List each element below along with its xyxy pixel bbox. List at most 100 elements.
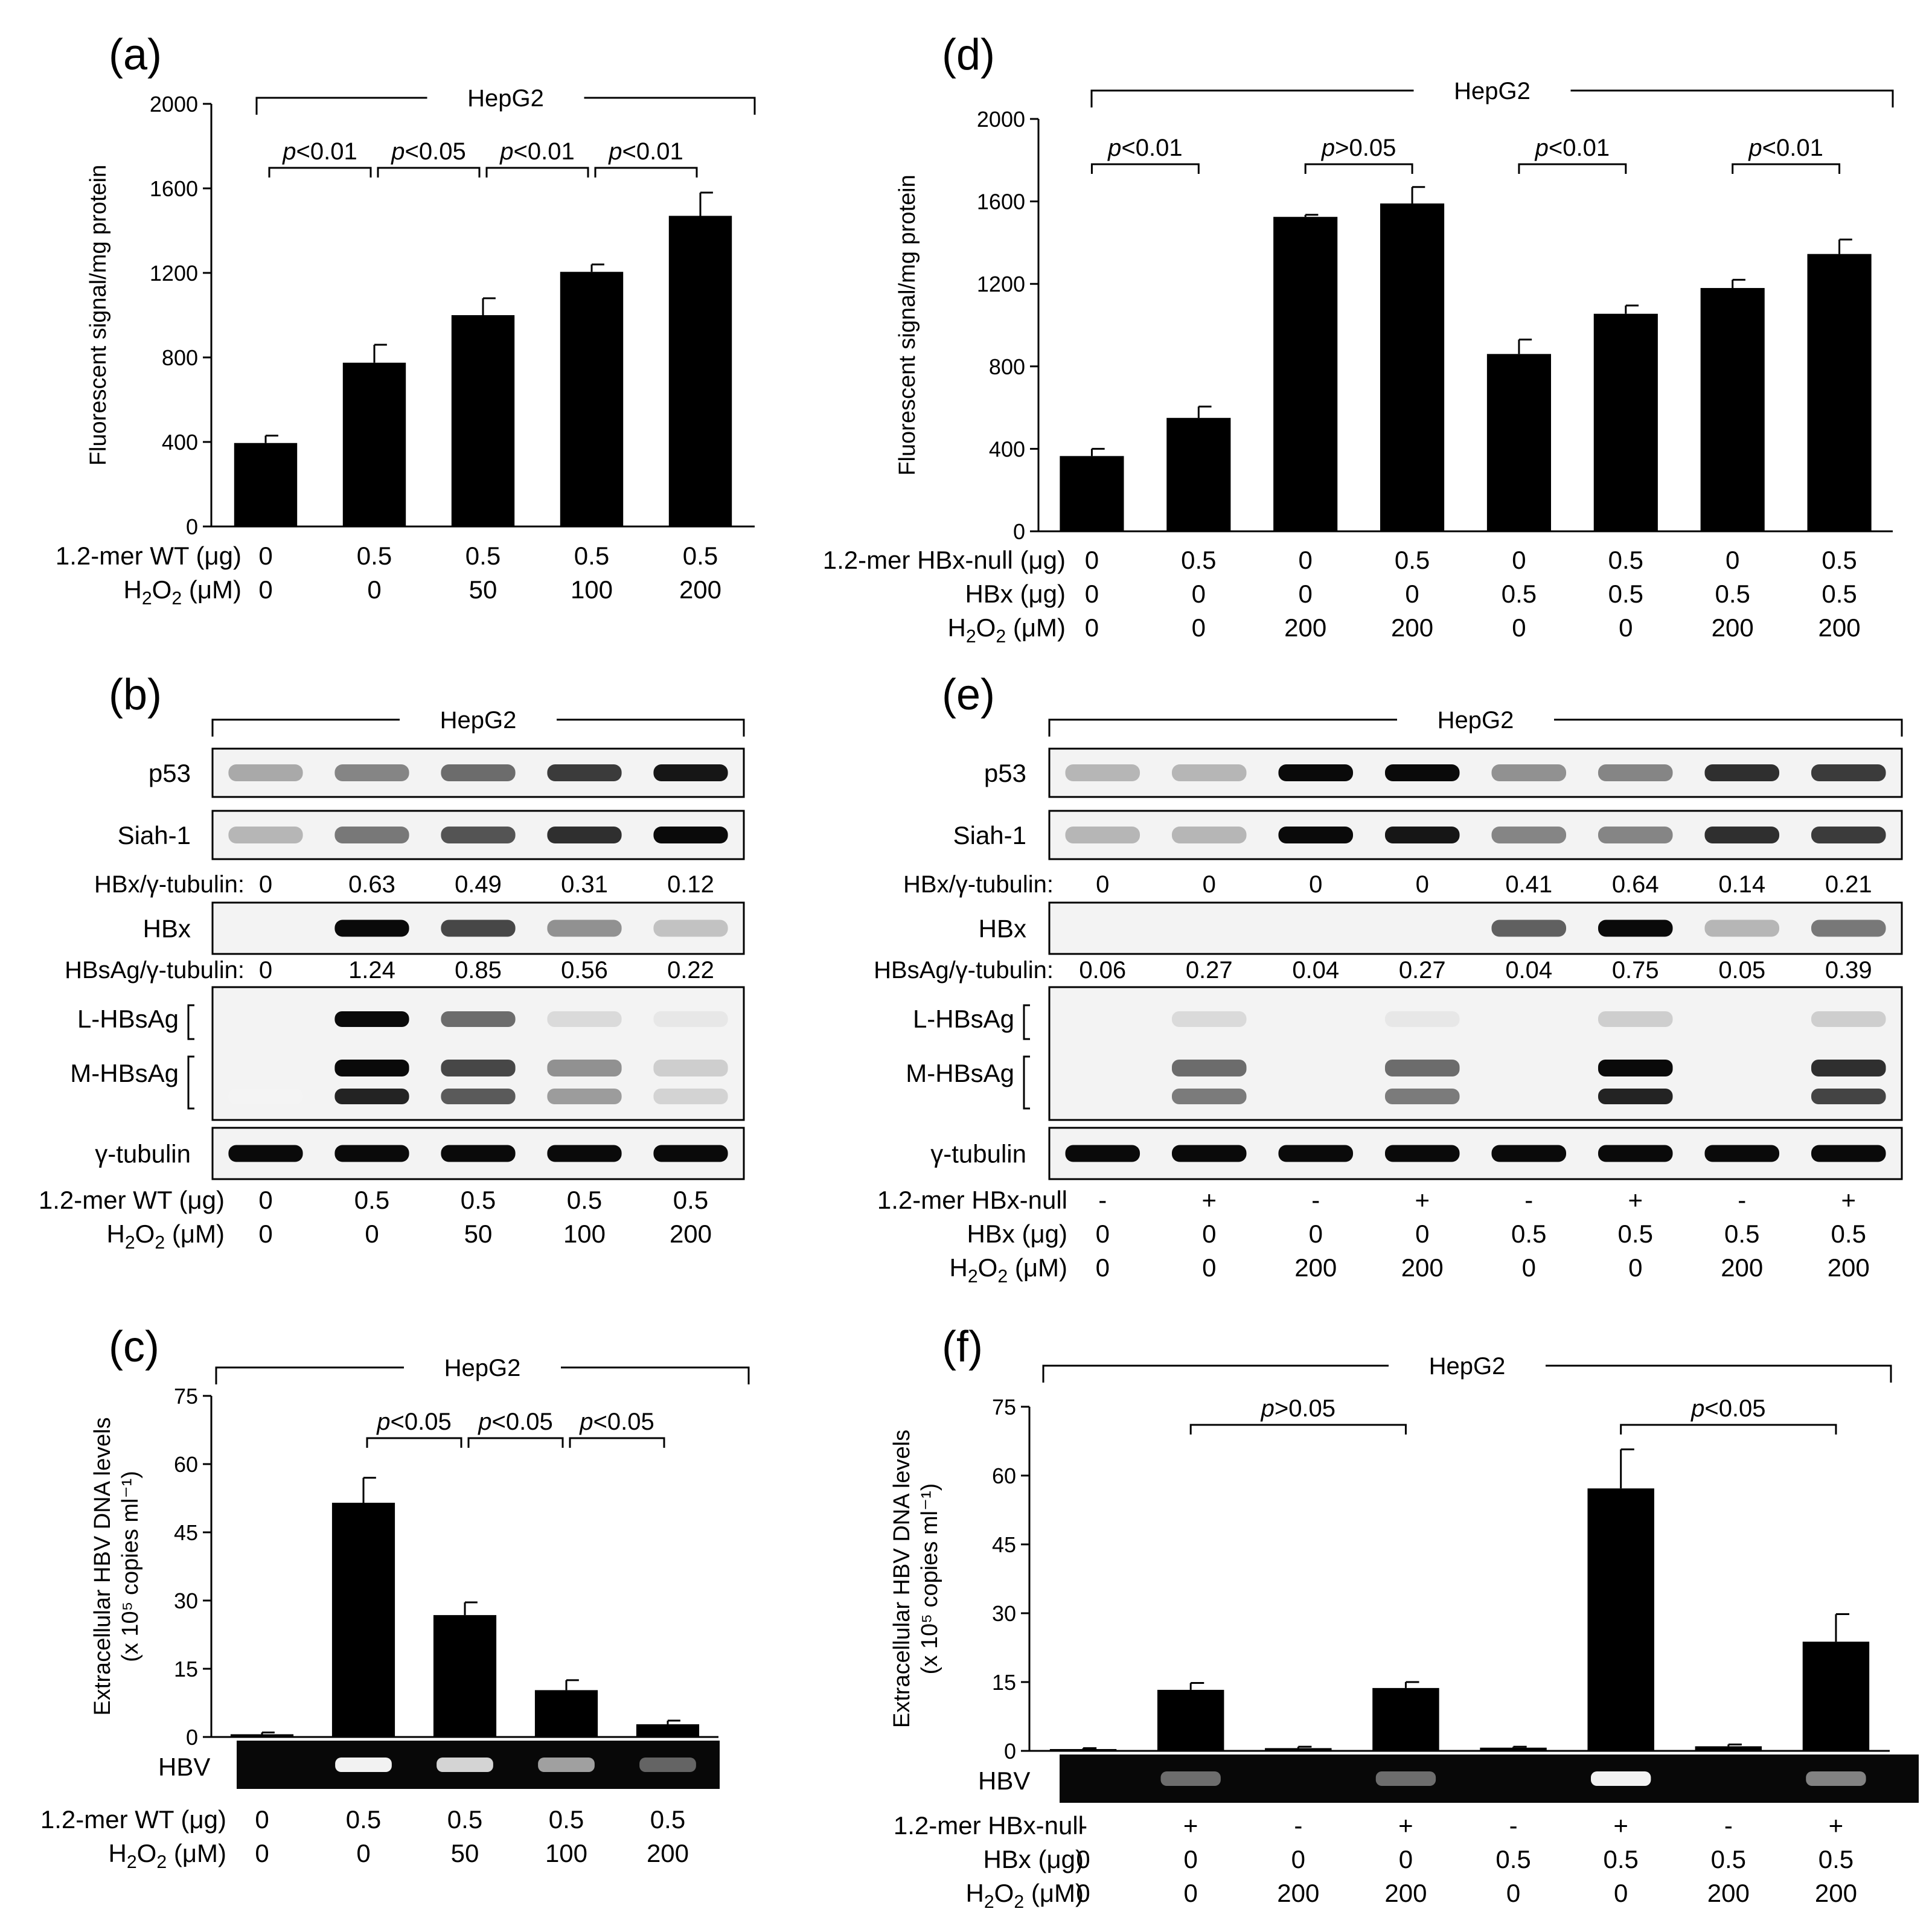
condition-value-0-6: 0 bbox=[1726, 546, 1739, 574]
hepg2-bracket-right bbox=[561, 1366, 750, 1384]
hepg2-bracket-left bbox=[215, 1366, 404, 1384]
condition-value-2-4: 0 bbox=[1506, 1879, 1520, 1907]
hbsag-ratio-label: HBsAg/γ-tubulin: bbox=[65, 957, 245, 984]
condition-value-0-0: 0 bbox=[258, 542, 272, 570]
condition-value-2-4: 0 bbox=[1512, 613, 1526, 642]
hbv-gel-label: HBV bbox=[158, 1753, 210, 1781]
condition-value-0-6: - bbox=[1724, 1811, 1733, 1840]
condition-value-2-7: 200 bbox=[1815, 1879, 1857, 1907]
hbx-label: HBx bbox=[143, 915, 191, 943]
p53-band-1 bbox=[334, 764, 409, 781]
condition-label-1: HBx (μg) bbox=[965, 580, 1066, 608]
bar-0 bbox=[1049, 1748, 1117, 1751]
condition-value-1-7: 0.5 bbox=[1822, 580, 1857, 608]
condition-value-0-0: 0 bbox=[258, 1186, 272, 1214]
hepg2-bracket-label: HepG2 bbox=[1454, 78, 1531, 104]
condition-value-0-4: 0.5 bbox=[673, 1186, 708, 1214]
significance-label-3: p<0.01 bbox=[608, 138, 683, 165]
condition-value-0-7: + bbox=[1829, 1811, 1844, 1840]
l-hbsag-band-3 bbox=[1384, 1011, 1460, 1027]
bar-5 bbox=[1587, 1488, 1654, 1751]
condition-value-0-0: - bbox=[1098, 1186, 1107, 1214]
condition-value-0-6: - bbox=[1738, 1186, 1746, 1214]
condition-value-1-0: 0 bbox=[255, 1839, 269, 1867]
bar-0 bbox=[1060, 456, 1124, 531]
condition-value-1-2: 0 bbox=[1299, 580, 1313, 608]
panel-label-d: (d) bbox=[942, 31, 995, 79]
l-hbsag-band-1 bbox=[334, 1011, 409, 1027]
condition-value-1-6: 0.5 bbox=[1724, 1220, 1759, 1248]
condition-value-2-6: 200 bbox=[1707, 1879, 1750, 1907]
hepg2-bracket-left bbox=[1090, 89, 1414, 107]
hbx-ratio-3: 0 bbox=[1416, 871, 1429, 898]
bar-4 bbox=[1480, 1747, 1547, 1751]
p53-band-2 bbox=[441, 764, 516, 781]
condition-value-1-5: 0.5 bbox=[1603, 1845, 1638, 1873]
y-tick-label-1: 15 bbox=[992, 1670, 1016, 1695]
p53-band-7 bbox=[1811, 764, 1886, 781]
bar-6 bbox=[1700, 288, 1765, 531]
l-hbsag-band-5 bbox=[1598, 1011, 1673, 1027]
condition-value-0-2: - bbox=[1294, 1811, 1302, 1840]
condition-value-0-4: 0 bbox=[1512, 546, 1526, 574]
condition-value-1-0: 0 bbox=[1076, 1845, 1090, 1873]
bar-2 bbox=[1265, 1748, 1332, 1751]
gamma-tubulin-band-3 bbox=[1384, 1145, 1460, 1162]
bar-7 bbox=[1807, 254, 1872, 531]
p53-band-3 bbox=[1384, 764, 1460, 781]
m-hbsag-lower-band-4 bbox=[653, 1089, 728, 1104]
y-tick-label-2: 800 bbox=[989, 354, 1025, 379]
hbsag-ratio-1: 1.24 bbox=[348, 957, 395, 984]
y-tick-label-3: 45 bbox=[174, 1520, 198, 1545]
y-tick-label-1: 400 bbox=[989, 437, 1025, 461]
condition-label-0: 1.2-mer WT (μg) bbox=[39, 1186, 225, 1214]
hepg2-bracket-label: HepG2 bbox=[1429, 1353, 1506, 1380]
significance-label-1: p<0.05 bbox=[391, 138, 465, 165]
significance-bracket-2 bbox=[569, 1437, 665, 1448]
condition-value-0-1: 0.5 bbox=[354, 1186, 389, 1214]
hepg2-bracket-right bbox=[557, 718, 745, 737]
condition-value-0-2: 0.5 bbox=[465, 542, 501, 570]
significance-bracket-3 bbox=[594, 167, 698, 178]
siah1-band-0 bbox=[1065, 827, 1140, 843]
bar-2 bbox=[433, 1615, 497, 1737]
condition-value-1-1: 0 bbox=[1184, 1845, 1198, 1873]
condition-value-1-4: 0.5 bbox=[1495, 1845, 1531, 1873]
condition-value-0-1: + bbox=[1183, 1811, 1198, 1840]
bar-4 bbox=[636, 1724, 700, 1737]
condition-value-1-0: 0 bbox=[1096, 1220, 1110, 1248]
hepg2-bracket-left bbox=[1048, 718, 1397, 737]
y-tick-label-4: 1600 bbox=[150, 176, 198, 201]
condition-label-1: H2O2 (μM) bbox=[109, 1839, 227, 1872]
condition-value-0-0: 0 bbox=[1085, 546, 1099, 574]
condition-value-1-4: 200 bbox=[670, 1220, 712, 1248]
significance-bracket-0 bbox=[268, 167, 372, 178]
condition-value-1-4: 200 bbox=[647, 1839, 689, 1867]
condition-value-0-1: 0.5 bbox=[357, 542, 392, 570]
significance-bracket-1 bbox=[377, 167, 481, 178]
condition-value-2-1: 0 bbox=[1202, 1253, 1216, 1282]
hbv-gel-band-4 bbox=[639, 1758, 696, 1772]
condition-value-1-4: 0.5 bbox=[1502, 580, 1537, 608]
condition-value-2-5: 0 bbox=[1628, 1253, 1642, 1282]
hbv-gel-band-3 bbox=[1375, 1771, 1436, 1786]
hepg2-bracket-left bbox=[1042, 1364, 1389, 1383]
p53-band-6 bbox=[1704, 764, 1780, 781]
siah1-band-3 bbox=[1384, 827, 1460, 843]
condition-value-1-6: 0.5 bbox=[1711, 1845, 1746, 1873]
l-hbsag-bracket bbox=[1023, 1004, 1030, 1040]
bar-2 bbox=[451, 315, 515, 526]
condition-label-0: 1.2-mer HBx-null bbox=[894, 1811, 1084, 1840]
m-hbsag-lower-band-5 bbox=[1598, 1089, 1673, 1104]
gamma-tubulin-band-0 bbox=[1065, 1145, 1140, 1162]
p53-band-2 bbox=[1278, 764, 1354, 781]
gamma-tubulin-band-6 bbox=[1704, 1145, 1780, 1162]
siah1-band-3 bbox=[547, 827, 622, 843]
significance-label-3: p<0.01 bbox=[1748, 135, 1823, 161]
l-hbsag-label: L-HBsAg bbox=[913, 1005, 1014, 1033]
hbx-band-4 bbox=[653, 920, 728, 937]
p53-band-3 bbox=[547, 764, 622, 781]
l-hbsag-bracket bbox=[187, 1004, 194, 1040]
